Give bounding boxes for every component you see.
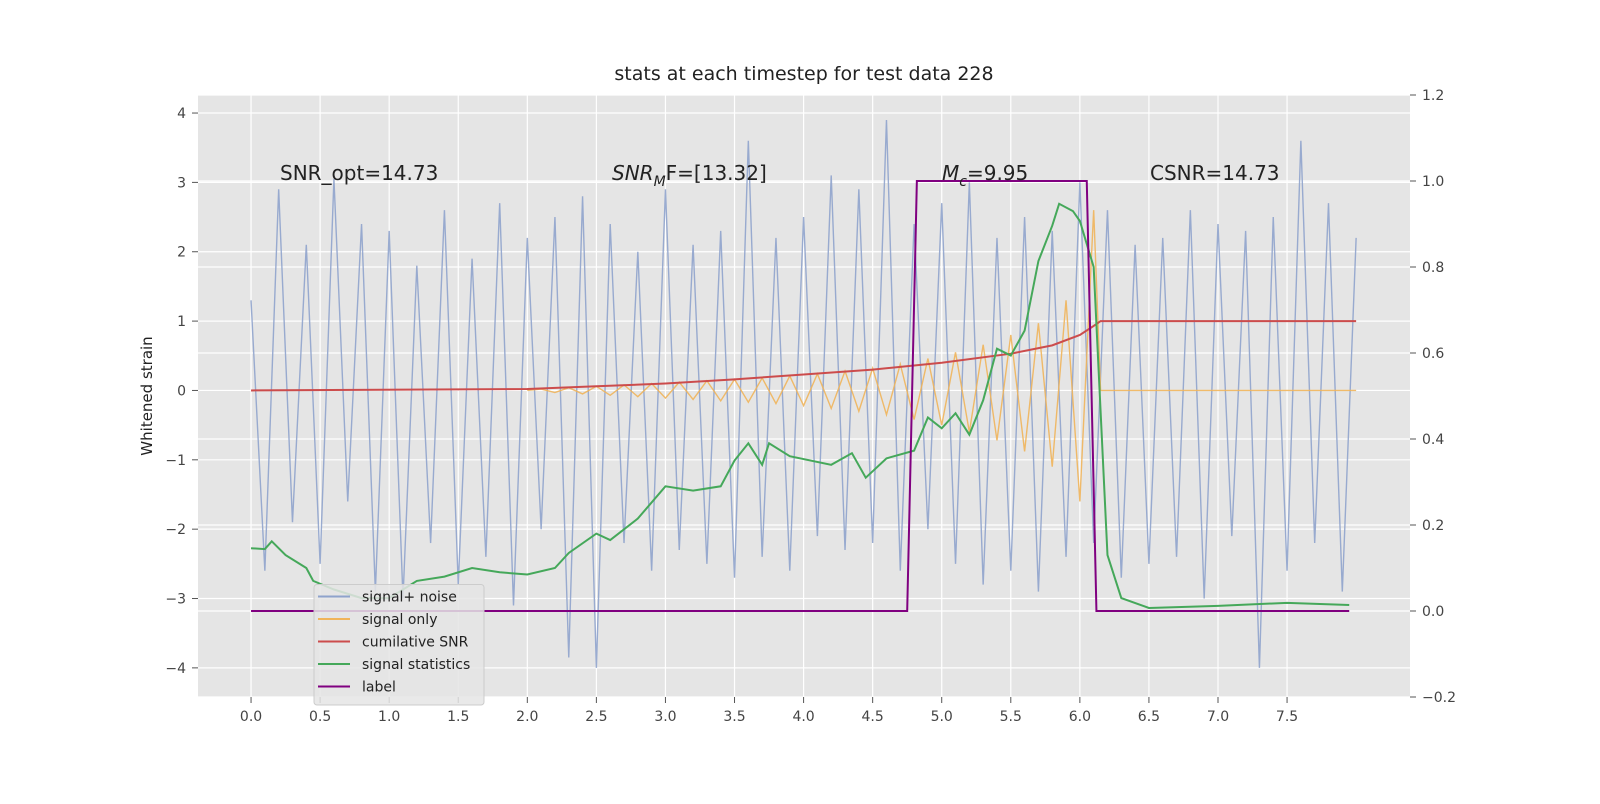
y2-tick-label: 1.0 bbox=[1422, 174, 1444, 190]
legend-label: label bbox=[362, 680, 396, 696]
annotation: CSNR=14.73 bbox=[1150, 161, 1280, 185]
chart-title: stats at each timestep for test data 228 bbox=[614, 63, 993, 85]
legend-label: cumilative SNR bbox=[362, 635, 469, 651]
annotation: SNR_opt=14.73 bbox=[280, 161, 438, 185]
y-tick-label: 4 bbox=[177, 106, 186, 122]
x-tick-label: 3.5 bbox=[723, 709, 745, 725]
legend-label: signal only bbox=[362, 612, 437, 628]
series-line bbox=[527, 210, 1357, 502]
y2-tick-label: 0.6 bbox=[1422, 346, 1444, 362]
legend-label: signal+ noise bbox=[362, 590, 457, 606]
x-tick-label: 7.0 bbox=[1207, 709, 1229, 725]
y2-tick-label: 0.0 bbox=[1422, 604, 1444, 620]
y2-tick-label: 0.8 bbox=[1422, 260, 1444, 276]
legend-box bbox=[313, 584, 485, 706]
x-tick-label: 6.5 bbox=[1138, 709, 1160, 725]
x-tick-label: 5.5 bbox=[1000, 709, 1022, 725]
annotation-part: M bbox=[942, 161, 959, 185]
x-tick-label: 1.5 bbox=[447, 709, 469, 725]
annotation: SNRMF=[13.32] bbox=[612, 161, 767, 190]
x-tick-label: 5.0 bbox=[931, 709, 953, 725]
y-tick-label: 3 bbox=[177, 175, 186, 191]
x-tick-label: 4.0 bbox=[792, 709, 814, 725]
x-tick-label: 6.0 bbox=[1069, 709, 1091, 725]
y-tick-label: 2 bbox=[177, 245, 186, 261]
y-tick-label: −2 bbox=[165, 522, 186, 538]
y-tick-label: −3 bbox=[165, 592, 186, 608]
x-tick-label: 3.0 bbox=[654, 709, 676, 725]
x-tick-label: 2.0 bbox=[516, 709, 538, 725]
annotation-sub: c bbox=[959, 174, 967, 190]
annotation-part: =9.95 bbox=[967, 161, 1028, 185]
annotation-sub: M bbox=[654, 174, 666, 190]
y-tick-label: 1 bbox=[177, 314, 186, 330]
y2-tick-label: −0.2 bbox=[1422, 690, 1456, 706]
y-tick-label: −4 bbox=[165, 661, 186, 677]
annotation-part: SNR bbox=[612, 161, 654, 185]
x-tick-label: 4.5 bbox=[862, 709, 884, 725]
y2-tick-label: 0.2 bbox=[1422, 518, 1444, 534]
x-tick-label: 0.0 bbox=[240, 709, 262, 725]
legend: signal+ noise signal only cumilative SNR si… bbox=[313, 584, 485, 706]
y-axis-label: Whitened strain bbox=[138, 336, 156, 455]
x-tick-label: 7.5 bbox=[1276, 709, 1298, 725]
series-line bbox=[251, 320, 1357, 392]
x-tick-label: 2.5 bbox=[585, 709, 607, 725]
y-tick-label: 0 bbox=[177, 383, 186, 399]
x-tick-label: 0.5 bbox=[309, 709, 331, 725]
axes: −4 −3 −2 −1 0 1 2 3 4 −0.2 0.0 0.2 0.4 0.6 0.8 1.0 1.2 0.… bbox=[165, 88, 1456, 725]
y2-tick-label: 1.2 bbox=[1422, 88, 1444, 104]
y2-tick-label: 0.4 bbox=[1422, 432, 1444, 448]
y-tick-label: −1 bbox=[165, 453, 186, 469]
x-tick-label: 1.0 bbox=[378, 709, 400, 725]
series-line bbox=[251, 180, 1350, 612]
annotations: SNR_opt=14.73 SNRMF=[13.32] Mc=9.95 CSNR=14… bbox=[280, 161, 1280, 190]
annotation-part: F=[13.32] bbox=[666, 161, 767, 185]
legend-label: signal statistics bbox=[362, 657, 470, 673]
series-line bbox=[250, 119, 1357, 668]
annotation: Mc=9.95 bbox=[942, 161, 1028, 190]
